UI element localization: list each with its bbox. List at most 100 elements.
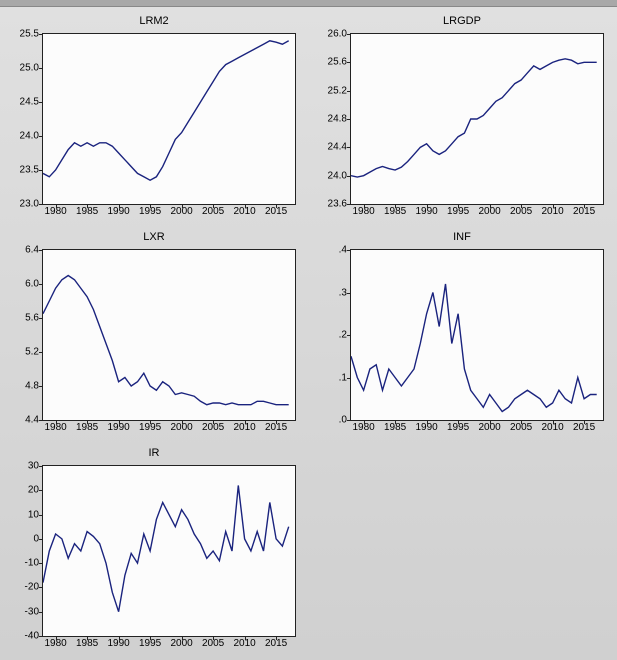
window-topbar — [0, 0, 617, 7]
x-tick-mark — [458, 204, 459, 208]
x-tick-mark — [584, 420, 585, 424]
chart-panel: LRM2 23.023.524.024.525.025.5198019851990… — [4, 15, 304, 225]
chart-svg — [43, 34, 295, 204]
y-tick-label: 10 — [28, 509, 39, 520]
y-tick-label: -10 — [25, 558, 39, 569]
x-tick-mark — [150, 420, 151, 424]
y-tick-label: .2 — [339, 330, 347, 341]
x-tick-mark — [276, 636, 277, 640]
plot-area: 23.023.524.024.525.025.51980198519901995… — [42, 33, 296, 205]
chart-svg — [43, 466, 295, 636]
x-tick-mark — [56, 636, 57, 640]
y-tick-mark — [347, 204, 351, 205]
y-tick-mark — [347, 420, 351, 421]
plot-area: .0.1.2.3.4198019851990199520002005201020… — [350, 249, 604, 421]
x-tick-mark — [56, 204, 57, 208]
x-tick-mark — [553, 204, 554, 208]
y-tick-mark — [39, 636, 43, 637]
chart-panel: INF .0.1.2.3.4198019851990199520002005201… — [312, 231, 612, 441]
y-tick-label: 6.0 — [25, 279, 39, 290]
x-tick-mark — [521, 204, 522, 208]
y-tick-label: 4.4 — [25, 415, 39, 426]
y-tick-label: 24.0 — [328, 170, 347, 181]
x-tick-mark — [182, 420, 183, 424]
chart-svg — [351, 250, 603, 420]
x-tick-mark — [427, 204, 428, 208]
x-tick-mark — [182, 204, 183, 208]
y-tick-label: -20 — [25, 582, 39, 593]
y-tick-label: -30 — [25, 606, 39, 617]
chart-title: LRM2 — [4, 15, 304, 27]
series-line — [351, 59, 597, 177]
series-line — [351, 284, 597, 412]
x-tick-mark — [87, 204, 88, 208]
x-tick-mark — [521, 420, 522, 424]
y-tick-label: -40 — [25, 631, 39, 642]
y-tick-label: 23.0 — [20, 199, 39, 210]
chart-svg — [351, 34, 603, 204]
y-tick-label: .3 — [339, 287, 347, 298]
y-tick-label: 25.6 — [328, 57, 347, 68]
chart-title: INF — [312, 231, 612, 243]
y-tick-mark — [39, 420, 43, 421]
y-tick-label: 24.5 — [20, 97, 39, 108]
x-tick-mark — [213, 636, 214, 640]
y-tick-label: 30 — [28, 461, 39, 472]
series-line — [43, 41, 289, 180]
y-tick-mark — [39, 204, 43, 205]
y-tick-label: .1 — [339, 372, 347, 383]
y-tick-label: 6.4 — [25, 245, 39, 256]
chart-svg — [43, 250, 295, 420]
plot-area: 4.44.85.25.66.06.41980198519901995200020… — [42, 249, 296, 421]
x-tick-mark — [213, 204, 214, 208]
x-tick-mark — [553, 420, 554, 424]
series-line — [43, 276, 289, 405]
x-tick-mark — [213, 420, 214, 424]
x-tick-mark — [87, 636, 88, 640]
y-tick-label: 25.5 — [20, 29, 39, 40]
x-tick-mark — [490, 204, 491, 208]
y-tick-label: 24.0 — [20, 131, 39, 142]
y-tick-label: 26.0 — [328, 29, 347, 40]
x-tick-mark — [119, 636, 120, 640]
y-tick-label: .4 — [339, 245, 347, 256]
y-tick-label: 23.6 — [328, 199, 347, 210]
y-tick-label: 5.2 — [25, 347, 39, 358]
chart-panel: IR -40-30-20-1001020301980198519901995200… — [4, 447, 304, 657]
plot-area: 23.624.024.424.825.225.626.0198019851990… — [350, 33, 604, 205]
y-tick-label: .0 — [339, 415, 347, 426]
charts-grid: LRM2 23.023.524.024.525.025.5198019851990… — [0, 7, 617, 660]
y-tick-label: 24.8 — [328, 114, 347, 125]
x-tick-mark — [182, 636, 183, 640]
x-tick-mark — [245, 204, 246, 208]
x-tick-mark — [364, 420, 365, 424]
y-tick-label: 24.4 — [328, 142, 347, 153]
y-tick-label: 25.0 — [20, 63, 39, 74]
x-tick-mark — [458, 420, 459, 424]
series-line — [43, 485, 289, 611]
x-tick-mark — [119, 204, 120, 208]
chart-title: LXR — [4, 231, 304, 243]
chart-panel: LRGDP 23.624.024.424.825.225.626.01980198… — [312, 15, 612, 225]
x-tick-mark — [150, 204, 151, 208]
x-tick-mark — [584, 204, 585, 208]
y-tick-label: 25.2 — [328, 85, 347, 96]
x-tick-mark — [364, 204, 365, 208]
chart-title: IR — [4, 447, 304, 459]
x-tick-mark — [245, 636, 246, 640]
x-tick-mark — [395, 420, 396, 424]
x-tick-mark — [490, 420, 491, 424]
x-tick-mark — [150, 636, 151, 640]
chart-title: LRGDP — [312, 15, 612, 27]
chart-panel: LXR 4.44.85.25.66.06.41980198519901995200… — [4, 231, 304, 441]
x-tick-mark — [245, 420, 246, 424]
y-tick-label: 5.6 — [25, 313, 39, 324]
x-tick-mark — [119, 420, 120, 424]
x-tick-mark — [276, 420, 277, 424]
x-tick-mark — [276, 204, 277, 208]
y-tick-label: 20 — [28, 485, 39, 496]
x-tick-mark — [395, 204, 396, 208]
y-tick-label: 23.5 — [20, 165, 39, 176]
x-tick-mark — [87, 420, 88, 424]
plot-area: -40-30-20-100102030198019851990199520002… — [42, 465, 296, 637]
